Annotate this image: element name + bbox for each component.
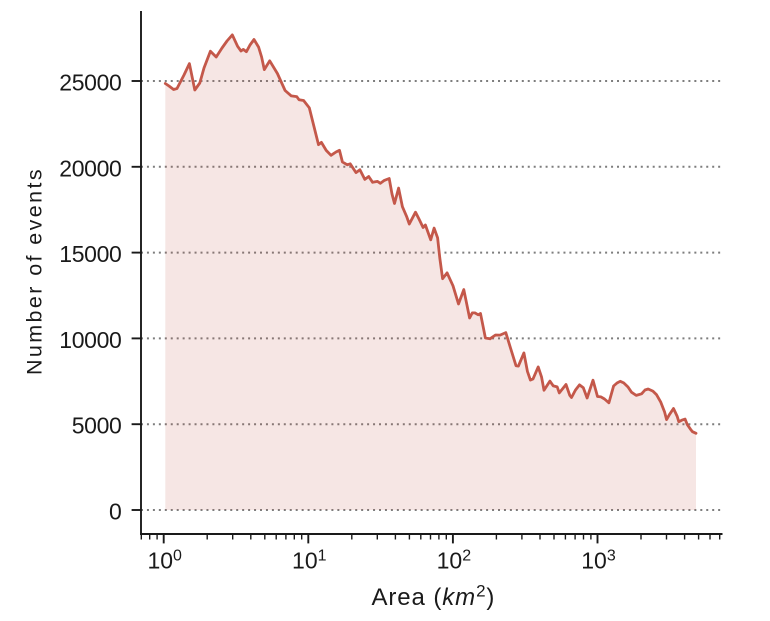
svg-text:0: 0	[109, 499, 121, 525]
svg-text:15000: 15000	[59, 241, 121, 267]
svg-text:Area (km2): Area (km2)	[372, 582, 496, 612]
svg-text:25000: 25000	[59, 70, 121, 96]
svg-text:5000: 5000	[72, 413, 122, 439]
svg-text:10000: 10000	[59, 327, 121, 353]
svg-text:Number of events: Number of events	[23, 167, 47, 375]
svg-text:20000: 20000	[59, 155, 121, 181]
